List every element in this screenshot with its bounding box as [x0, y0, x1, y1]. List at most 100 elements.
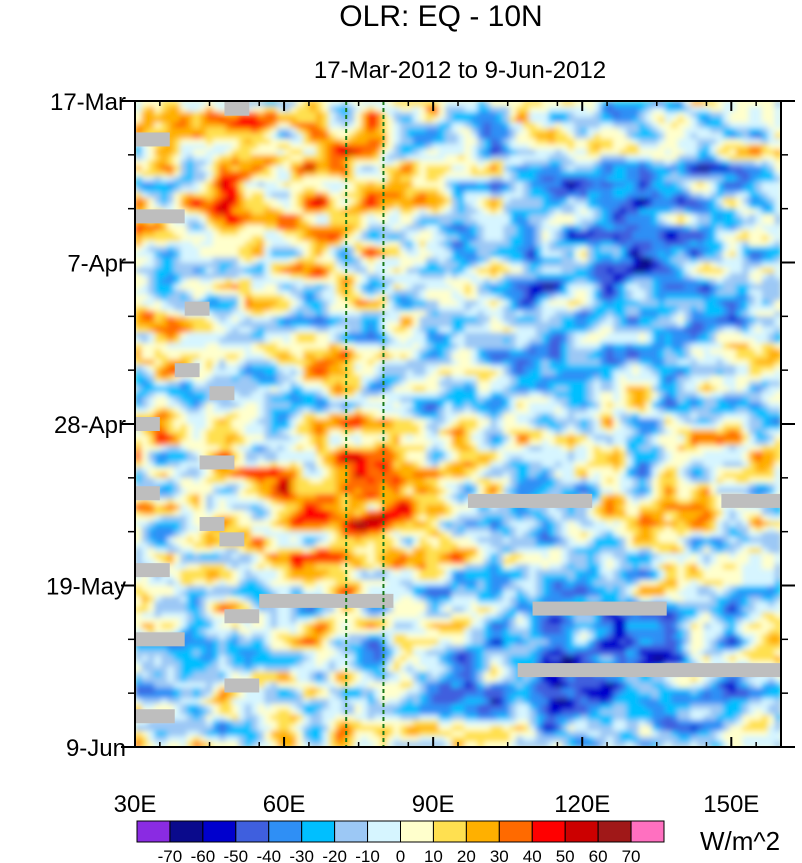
heatmap-cell: [264, 262, 272, 269]
heatmap-cell: [638, 343, 646, 350]
heatmap-cell: [257, 165, 265, 172]
heatmap-cell: [283, 230, 291, 237]
heatmap-cell: [193, 165, 201, 172]
heatmap-cell: [348, 197, 356, 204]
heatmap-cell: [445, 144, 453, 151]
heatmap-cell: [218, 289, 227, 296]
heatmap-cell: [587, 348, 595, 355]
heatmap-cell: [600, 267, 608, 274]
heatmap-cell: [180, 316, 188, 323]
heatmap-cell: [574, 111, 582, 118]
heatmap-cell: [244, 197, 252, 204]
heatmap-cell: [587, 262, 595, 269]
heatmap-cell: [335, 203, 343, 210]
heatmap-cell: [302, 257, 311, 264]
heatmap-cell: [619, 348, 627, 355]
heatmap-cell: [703, 337, 711, 344]
heatmap-cell: [690, 219, 698, 226]
heatmap-cell: [348, 176, 356, 183]
heatmap-cell: [470, 364, 478, 371]
heatmap-cell: [580, 160, 588, 167]
heatmap-cell: [212, 284, 220, 291]
heatmap-cell: [406, 321, 414, 328]
heatmap-cell: [419, 273, 427, 280]
heatmap-cell: [315, 310, 323, 317]
heatmap-cell: [206, 343, 214, 350]
heatmap-cell: [328, 300, 336, 307]
heatmap-cell: [296, 208, 304, 215]
heatmap-cell: [709, 170, 717, 177]
heatmap-cell: [186, 316, 194, 323]
heatmap-cell: [315, 354, 323, 360]
heatmap-cell: [684, 267, 692, 274]
heatmap-cell: [509, 278, 517, 285]
heatmap-cell: [638, 170, 646, 177]
heatmap-cell: [180, 111, 188, 118]
heatmap-cell: [425, 117, 433, 124]
heatmap-cell: [529, 332, 537, 339]
heatmap-cell: [671, 144, 679, 151]
heatmap-cell: [684, 133, 692, 140]
heatmap-cell: [412, 289, 420, 296]
heatmap-cell: [380, 111, 388, 118]
heatmap-cell: [386, 187, 394, 194]
heatmap-cell: [748, 176, 756, 183]
heatmap-cell: [625, 278, 634, 285]
heatmap-cell: [193, 257, 201, 264]
heatmap-cell: [690, 240, 698, 247]
heatmap-cell: [380, 235, 388, 242]
heatmap-cell: [625, 122, 634, 129]
heatmap-cell: [516, 197, 524, 204]
heatmap-cell: [709, 262, 717, 269]
heatmap-cell: [606, 111, 614, 118]
heatmap-cell: [270, 240, 278, 247]
heatmap-cell: [697, 343, 705, 350]
heatmap-cell: [445, 364, 453, 371]
heatmap-cell: [709, 284, 717, 291]
heatmap-cell: [412, 321, 420, 328]
heatmap-cell: [529, 235, 537, 242]
heatmap-cell: [154, 144, 162, 151]
heatmap-cell: [451, 181, 459, 188]
heatmap-cell: [529, 240, 537, 247]
heatmap-cell: [399, 348, 407, 355]
heatmap-cell: [587, 181, 595, 188]
heatmap-cell: [632, 149, 640, 156]
heatmap-cell: [361, 149, 369, 156]
heatmap-cell: [664, 294, 672, 301]
heatmap-cell: [755, 240, 763, 247]
heatmap-cell: [548, 332, 556, 339]
heatmap-cell: [432, 144, 440, 151]
heatmap-cell: [283, 321, 291, 328]
heatmap-cell: [199, 101, 207, 107]
heatmap-cell: [451, 343, 459, 350]
heatmap-cell: [664, 117, 672, 124]
heatmap-cell: [535, 170, 543, 177]
heatmap-cell: [367, 165, 375, 172]
heatmap-cell: [567, 332, 575, 339]
heatmap-cell: [774, 203, 781, 210]
heatmap-cell: [458, 214, 466, 221]
heatmap-cell: [186, 203, 194, 210]
heatmap-cell: [554, 343, 562, 350]
heatmap-cell: [690, 337, 698, 344]
heatmap-cell: [619, 289, 627, 296]
heatmap-cell: [645, 230, 653, 237]
heatmap-cell: [367, 310, 375, 317]
heatmap-cell: [386, 138, 394, 145]
heatmap-cell: [432, 305, 440, 312]
heatmap-cell: [697, 127, 705, 134]
heatmap-cell: [244, 273, 252, 280]
heatmap-cell: [587, 310, 595, 317]
heatmap-cell: [167, 149, 175, 156]
heatmap-cell: [729, 240, 737, 247]
heatmap-cell: [470, 117, 478, 124]
heatmap-cell: [658, 327, 666, 334]
heatmap-cell: [199, 187, 207, 194]
heatmap-cell: [574, 284, 582, 291]
heatmap-cell: [141, 192, 149, 199]
heatmap-cell: [516, 133, 524, 140]
heatmap-cell: [425, 101, 433, 107]
heatmap-cell: [374, 267, 382, 274]
heatmap-cell: [593, 267, 601, 274]
